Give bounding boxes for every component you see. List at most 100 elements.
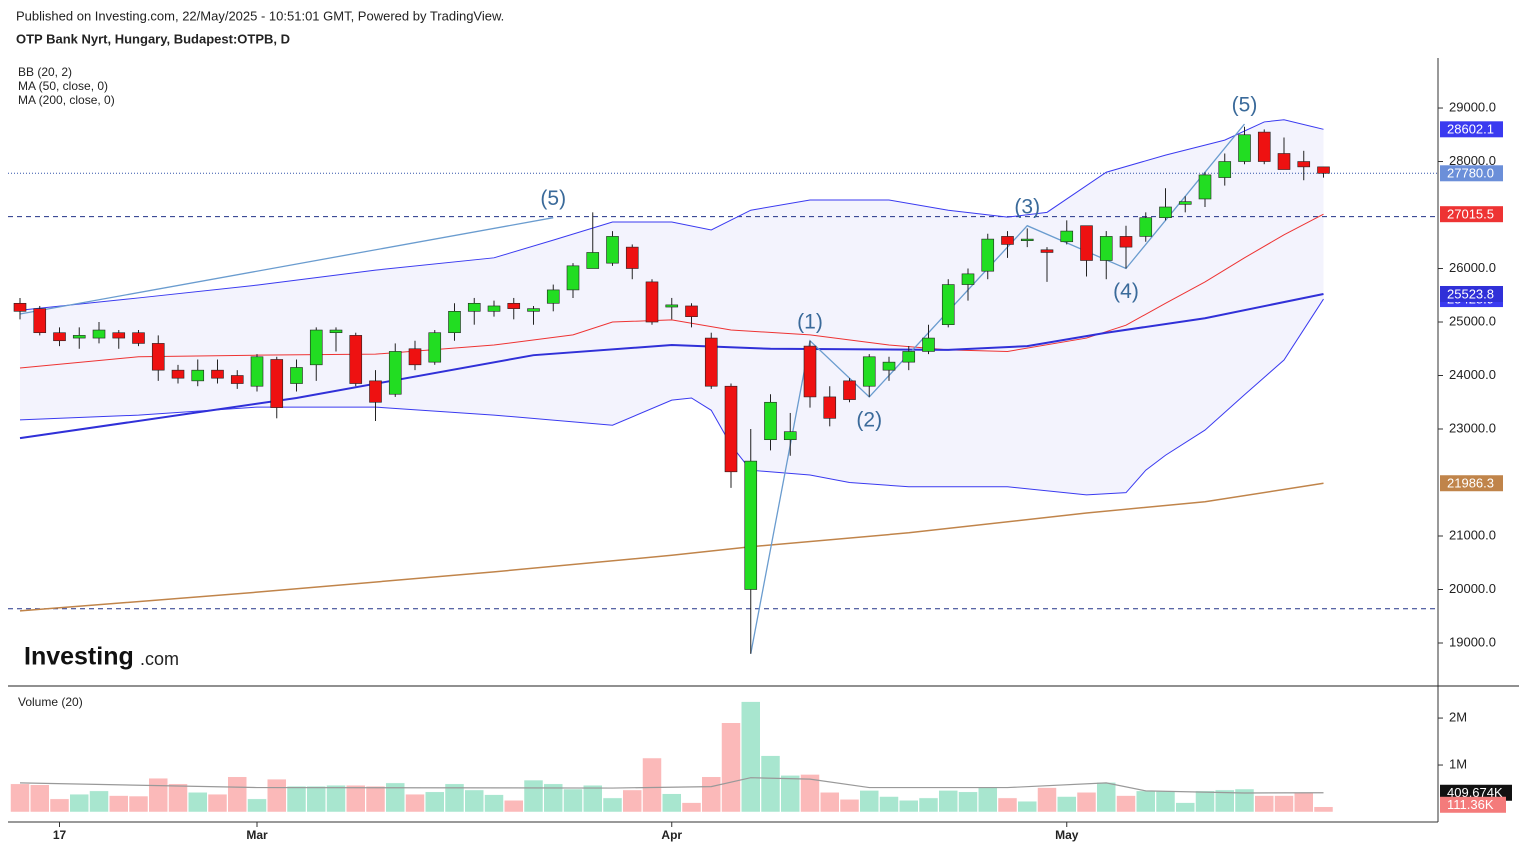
candle-body bbox=[645, 281, 659, 323]
axis-value-box bbox=[1440, 285, 1503, 302]
candle-body bbox=[191, 369, 205, 382]
volume-bar bbox=[958, 791, 978, 813]
y-tick-label: 28000.0 bbox=[1449, 153, 1496, 168]
candle-body bbox=[388, 351, 402, 395]
volume-tick-label: 2M bbox=[1449, 709, 1467, 724]
candle-body bbox=[1080, 225, 1093, 261]
axis-value-label: 28602.1 bbox=[1447, 122, 1494, 137]
candle-body bbox=[724, 385, 738, 473]
x-tick-label: May bbox=[1055, 828, 1079, 842]
candle-body bbox=[606, 236, 619, 264]
candle-body bbox=[1218, 161, 1232, 178]
volume-bar bbox=[602, 797, 623, 813]
candle-body bbox=[53, 332, 66, 342]
candle-body bbox=[1159, 206, 1172, 218]
volume-bar bbox=[1096, 782, 1116, 813]
candle-body bbox=[566, 265, 580, 291]
candle-body bbox=[922, 337, 935, 352]
volume-bar bbox=[780, 775, 800, 813]
volume-bar bbox=[1057, 796, 1077, 813]
x-tick-label: Apr bbox=[661, 828, 682, 842]
candle-body bbox=[862, 356, 876, 387]
candle-body bbox=[1317, 166, 1330, 174]
candle-body bbox=[902, 351, 916, 363]
volume-bar bbox=[247, 798, 267, 813]
volume-bar bbox=[207, 793, 228, 813]
candle-body bbox=[487, 305, 501, 312]
candle-body bbox=[132, 332, 145, 344]
candle-body bbox=[1119, 236, 1133, 248]
volume-bar bbox=[1076, 792, 1097, 813]
volume-bar bbox=[109, 795, 129, 813]
candle-body bbox=[507, 302, 521, 309]
candle-body bbox=[171, 369, 185, 379]
volume-bar bbox=[504, 800, 524, 813]
volume-bar bbox=[1136, 790, 1156, 813]
volume-bar bbox=[1017, 800, 1037, 813]
candle-body bbox=[625, 246, 639, 269]
wave-label: (5) bbox=[1232, 94, 1258, 117]
volume-bar bbox=[662, 793, 682, 813]
wave-line bbox=[19, 217, 554, 315]
candle-body bbox=[1060, 230, 1074, 243]
candle-body bbox=[72, 335, 86, 339]
candle-body bbox=[112, 332, 126, 339]
volume-bar bbox=[444, 783, 465, 813]
volume-bar bbox=[1313, 806, 1334, 813]
volume-bar bbox=[543, 783, 563, 813]
axis-value-box bbox=[1440, 475, 1503, 492]
axis-value-box bbox=[1440, 796, 1506, 813]
y-tick-label: 21000.0 bbox=[1449, 527, 1496, 542]
candle-body bbox=[1020, 238, 1034, 241]
candle-body bbox=[230, 375, 244, 384]
volume-bar bbox=[899, 800, 919, 813]
volume-bar bbox=[978, 786, 998, 813]
volume-bar bbox=[326, 784, 346, 813]
candle-body bbox=[408, 348, 422, 366]
volume-bar bbox=[385, 782, 405, 813]
candle-body bbox=[13, 302, 27, 312]
volume-bar bbox=[938, 790, 958, 813]
indicator-line bbox=[19, 293, 1324, 440]
candle-body bbox=[290, 367, 303, 384]
candle-body bbox=[665, 304, 679, 308]
candle-body bbox=[1001, 236, 1014, 245]
volume-bar bbox=[1215, 789, 1235, 813]
y-tick-label: 29000.0 bbox=[1449, 99, 1496, 114]
axis-value-label: 27780.0 bbox=[1447, 166, 1494, 181]
candle-body bbox=[744, 460, 758, 590]
indicator-legend: MA (200, close, 0) bbox=[18, 93, 115, 107]
volume-bar bbox=[839, 799, 860, 813]
candle-body bbox=[843, 380, 856, 400]
candle-body bbox=[685, 305, 698, 317]
volume-tick-label: 1M bbox=[1449, 756, 1467, 771]
candle-body bbox=[1277, 153, 1291, 170]
x-tick-label: 17 bbox=[53, 828, 67, 842]
volume-bar bbox=[346, 784, 366, 813]
volume-bar bbox=[286, 785, 307, 813]
axis-value-label: 27015.5 bbox=[1447, 207, 1494, 222]
candle-body bbox=[428, 332, 442, 363]
volume-bar bbox=[622, 789, 642, 813]
volume-bar bbox=[365, 785, 386, 813]
volume-bar bbox=[30, 784, 50, 813]
candle-body bbox=[309, 329, 323, 366]
volume-bar bbox=[1175, 802, 1195, 813]
candle-body bbox=[250, 356, 264, 387]
y-tick-label: 20000.0 bbox=[1449, 581, 1496, 596]
candle-body bbox=[546, 289, 560, 304]
volume-bar bbox=[563, 788, 583, 813]
candle-body bbox=[211, 369, 224, 379]
volume-bar bbox=[1116, 795, 1136, 813]
volume-bar bbox=[1037, 787, 1057, 813]
wave-label: (4) bbox=[1113, 280, 1139, 303]
candle-body bbox=[823, 396, 837, 419]
volume-ma-line bbox=[19, 777, 1324, 794]
candle-body bbox=[33, 308, 47, 334]
candle-body bbox=[783, 431, 797, 441]
published-note: Published on Investing.com, 22/May/2025 … bbox=[16, 8, 504, 23]
candle-body bbox=[981, 238, 995, 272]
volume-bar bbox=[188, 792, 208, 813]
axis-value-label: 25523.8 bbox=[1447, 286, 1494, 301]
volume-bar bbox=[760, 755, 781, 813]
